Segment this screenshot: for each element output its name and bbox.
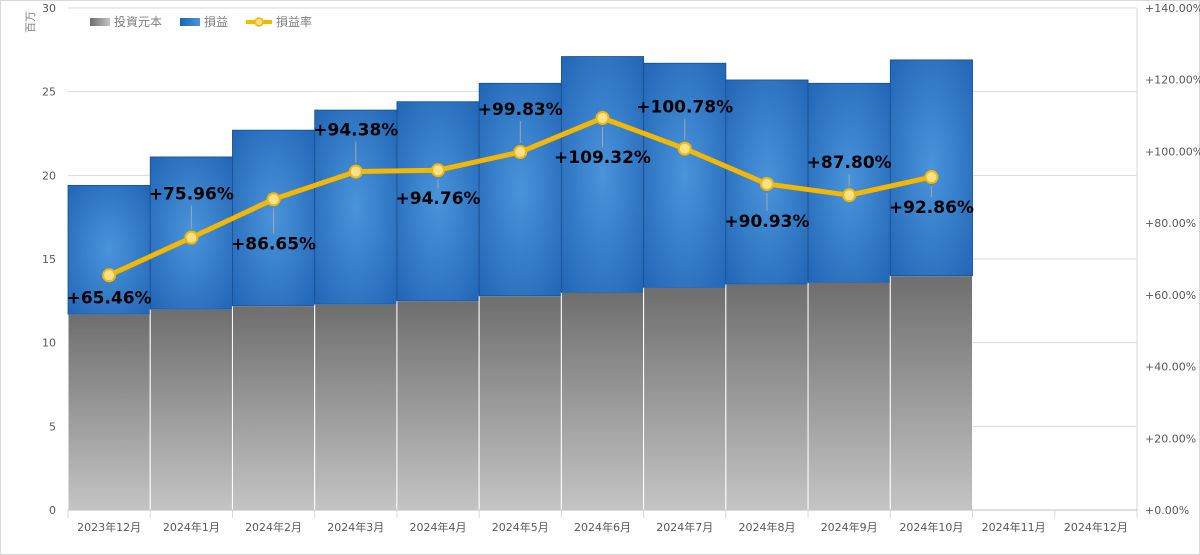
data-label: +94.76% [396, 189, 481, 209]
line-point [266, 192, 281, 207]
x-tick-label: 2024年12月 [1064, 520, 1128, 534]
line-point [924, 170, 939, 185]
y-axis-unit: 百万 [24, 11, 37, 33]
bar-principal [807, 281, 891, 511]
x-tick-label: 2024年8月 [738, 520, 795, 534]
line-point [513, 145, 528, 160]
y-tick-label: 20 [42, 169, 56, 182]
x-tick-label: 2024年11月 [982, 520, 1046, 534]
data-label: +90.93% [724, 212, 809, 232]
line-point [677, 141, 692, 156]
data-label: +75.96% [149, 185, 234, 205]
x-tick-label: 2023年12月 [77, 520, 141, 534]
data-label: +100.78% [636, 98, 733, 118]
bar-principal [889, 275, 974, 511]
bar-principal [478, 295, 562, 511]
line-point [595, 111, 610, 126]
y-tick-label: 5 [49, 420, 56, 433]
legend-label-return-rate: 損益率 [276, 14, 312, 29]
data-label: +65.46% [67, 288, 152, 308]
x-tick-label: 2024年9月 [821, 520, 878, 534]
y-tick-label: 10 [42, 337, 56, 350]
y2-tick-label: +120.00% [1145, 74, 1200, 87]
y2-tick-label: +60.00% [1145, 289, 1196, 302]
x-tick-label: 2024年7月 [656, 520, 713, 534]
bar-principal [725, 283, 809, 511]
bar-principal [396, 300, 480, 511]
bar-principal [314, 303, 398, 511]
y-tick-label: 0 [49, 504, 56, 517]
x-tick-label: 2024年6月 [574, 520, 631, 534]
data-label: +86.65% [231, 234, 316, 254]
y2-tick-label: +40.00% [1145, 361, 1196, 374]
data-label: +109.32% [554, 148, 651, 168]
bar-profit [396, 101, 480, 302]
y-tick-label: 15 [42, 253, 56, 266]
y-tick-label: 30 [42, 2, 56, 15]
line-point [759, 176, 774, 191]
data-label: +87.80% [807, 153, 892, 173]
bar-principal [231, 305, 316, 511]
line-point [842, 188, 857, 203]
x-tick-label: 2024年4月 [410, 520, 467, 534]
x-tick-label: 2024年3月 [327, 520, 384, 534]
data-label: +99.83% [478, 100, 563, 120]
y2-tick-label: +20.00% [1145, 432, 1196, 445]
bar-profit [889, 59, 973, 277]
y2-tick-label: +100.00% [1145, 145, 1200, 158]
x-tick-label: 2024年2月 [245, 520, 302, 534]
line-point [184, 230, 199, 245]
bar-profit [67, 184, 151, 315]
data-label: +94.38% [313, 121, 398, 141]
y2-tick-label: +80.00% [1145, 217, 1196, 230]
bar-principal [643, 286, 727, 511]
bar-principal [67, 313, 151, 511]
legend: 投資元本 損益 損益率 [90, 14, 312, 29]
line-point [102, 268, 117, 283]
bar-principal [149, 308, 233, 511]
legend-label-profit: 損益 [204, 14, 228, 29]
x-tick-label: 2024年1月 [163, 520, 220, 534]
y2-tick-label: +0.00% [1145, 504, 1189, 517]
x-tick-label: 2024年10月 [899, 520, 963, 534]
line-point [348, 164, 363, 179]
bar-profit [643, 62, 727, 288]
y2-tick-label: +140.00% [1145, 2, 1200, 15]
data-label: +92.86% [889, 198, 974, 218]
bar-profit [560, 56, 645, 293]
legend-swatch-principal [90, 18, 110, 26]
line-point [431, 163, 446, 178]
bar-profit [478, 82, 562, 297]
legend-label-principal: 投資元本 [114, 14, 162, 29]
legend-marker-return-rate [254, 17, 264, 27]
x-tick-label: 2024年5月 [492, 520, 549, 534]
legend-swatch-profit [180, 18, 200, 26]
y-tick-label: 25 [42, 86, 56, 99]
bar-principal [560, 291, 645, 511]
